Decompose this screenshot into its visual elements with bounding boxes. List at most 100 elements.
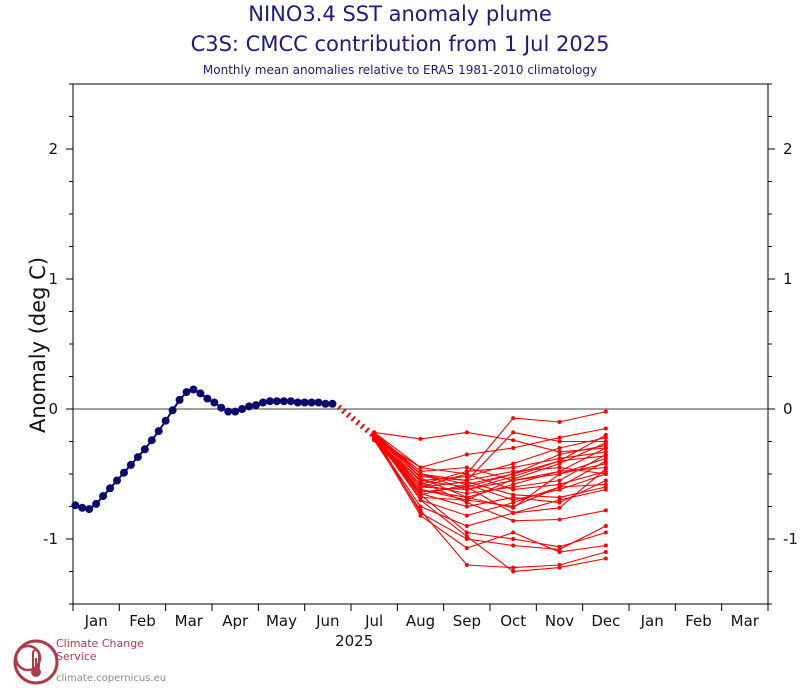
forecast-point <box>464 498 469 502</box>
x-tick-label: Mar <box>731 612 760 630</box>
forecast-point <box>418 513 423 518</box>
forecast-point <box>603 543 608 548</box>
forecast-member-line <box>374 431 606 453</box>
forecast-member-line <box>373 433 607 509</box>
forecast-point <box>511 505 516 510</box>
observed-point <box>300 398 309 407</box>
x-tick-label: Oct <box>500 612 526 630</box>
forecast-point <box>464 534 469 539</box>
forecast-point <box>511 511 516 515</box>
forecast-member-line <box>373 437 606 553</box>
observed-point <box>189 385 198 394</box>
observed-point <box>272 397 281 406</box>
forecast-point <box>511 537 516 541</box>
forecast-point <box>603 446 608 450</box>
x-tick-label: Jan <box>640 612 664 630</box>
forecast-point <box>464 524 469 528</box>
observed-series <box>71 385 337 514</box>
forecast-member-line <box>373 437 606 498</box>
observed-point <box>231 407 240 416</box>
forecast-point <box>603 449 608 454</box>
observed-point <box>286 397 295 406</box>
forecast-member-line <box>373 433 606 482</box>
forecast-point <box>557 487 562 492</box>
forecast-point <box>511 430 516 435</box>
observed-point <box>126 460 135 469</box>
chart-caption: Monthly mean anomalies relative to ERA5 … <box>202 63 598 77</box>
observed-point <box>321 399 330 408</box>
forecast-point <box>511 518 516 523</box>
forecast-point <box>557 446 562 450</box>
forecast-point <box>464 430 469 435</box>
forecast-member-line <box>373 431 606 491</box>
observed-point <box>106 484 115 493</box>
chart-subtitle: C3S: CMCC contribution from 1 Jul 2025 <box>190 32 610 56</box>
forecast-point <box>464 452 469 457</box>
forecast-point <box>557 544 562 549</box>
observed-point <box>245 402 254 411</box>
forecast-member-line <box>373 434 606 482</box>
observed-point <box>210 398 219 407</box>
forecast-member-line <box>373 435 606 486</box>
observed-point <box>279 397 288 406</box>
observed-point <box>314 398 323 407</box>
y-tick-label-left: 0 <box>48 400 58 418</box>
forecast-point <box>557 420 562 424</box>
y-tick-label-right: 0 <box>783 400 793 418</box>
observed-point <box>71 501 80 510</box>
forecast-point <box>557 465 562 470</box>
thermometer-icon <box>13 639 59 685</box>
forecast-transition <box>336 404 377 439</box>
forecast-point <box>603 550 608 554</box>
x-tick-label: Jan <box>84 612 108 630</box>
forecast-point <box>511 438 516 443</box>
y-tick-label-right: -1 <box>783 530 798 548</box>
x-tick-label: Dec <box>591 612 620 630</box>
forecast-point <box>511 498 516 502</box>
forecast-point <box>603 440 608 445</box>
x-tick-label: Feb <box>685 612 712 630</box>
observed-point <box>252 401 261 410</box>
observed-point <box>168 406 177 415</box>
forecast-point <box>557 495 562 500</box>
observed-point <box>78 503 87 512</box>
x-tick-label: Jun <box>315 612 339 630</box>
observed-point <box>175 395 184 404</box>
copernicus-logo <box>13 639 59 685</box>
observed-point <box>224 407 233 416</box>
forecast-member-line <box>373 435 606 548</box>
forecast-point <box>557 517 562 522</box>
forecast-point <box>557 435 562 440</box>
forecast-point <box>418 508 423 513</box>
forecast-point <box>464 479 469 484</box>
forecast-point <box>418 490 423 495</box>
y-tick-label-left: 2 <box>48 140 58 158</box>
forecast-point <box>511 474 516 479</box>
forecast-series <box>372 409 608 574</box>
observed-point <box>92 499 101 508</box>
forecast-point <box>603 426 608 431</box>
forecast-point <box>557 478 562 483</box>
forecast-point <box>418 472 423 476</box>
forecast-point <box>464 530 469 535</box>
y-tick-label-right: 1 <box>783 270 793 288</box>
forecast-point <box>557 452 562 457</box>
forecast-point <box>511 543 516 548</box>
observed-point <box>113 476 122 485</box>
forecast-member-line <box>373 431 606 491</box>
forecast-point <box>418 495 423 500</box>
forecast-point <box>603 530 608 535</box>
forecast-point <box>418 436 423 441</box>
forecast-point <box>603 508 608 513</box>
forecast-point <box>464 546 469 551</box>
y-tick-label-right: 2 <box>783 140 793 158</box>
forecast-point <box>464 465 469 470</box>
forecast-point <box>511 416 516 421</box>
chart-title: NINO3.4 SST anomaly plume <box>248 2 552 26</box>
observed-point <box>217 403 226 412</box>
forecast-member-line <box>373 434 606 573</box>
forecast-point <box>511 530 516 535</box>
observed-point <box>140 445 149 454</box>
forecast-point <box>511 446 516 450</box>
